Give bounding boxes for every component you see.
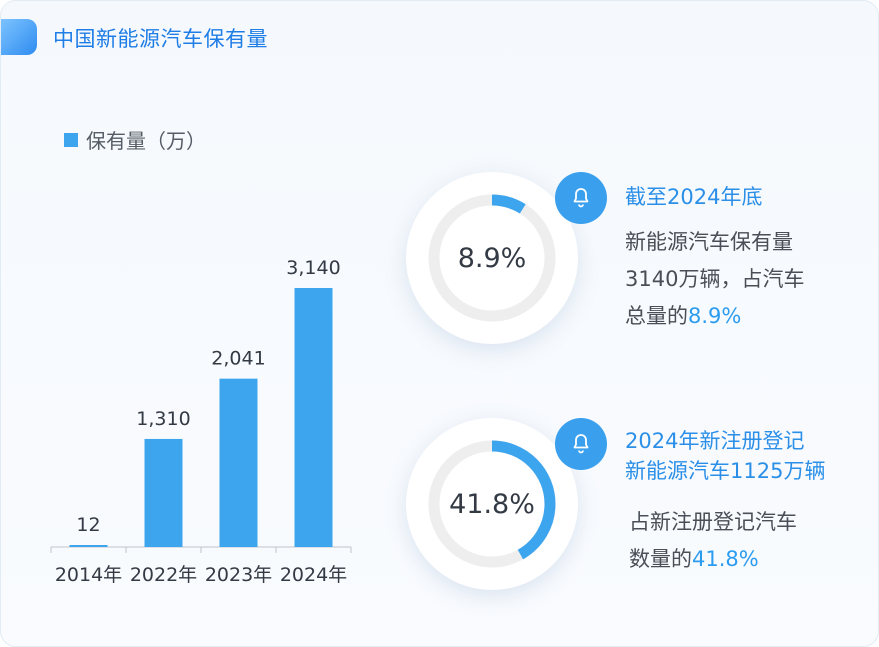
bar xyxy=(294,288,333,547)
stat-1-highlight: 8.9% xyxy=(688,304,742,328)
bar-value-label: 3,140 xyxy=(286,257,340,279)
stat-2-body-line1: 占新注册登记汽车 xyxy=(629,510,797,534)
x-tick-label: 2023年 xyxy=(205,564,272,586)
x-tick-label: 2024年 xyxy=(280,564,347,586)
stat-1-heading: 截至2024年底 xyxy=(625,182,762,212)
bell-glyph xyxy=(573,188,589,208)
ring-svg-2 xyxy=(428,440,556,568)
stat-2-heading-line2: 新能源汽车1125万辆 xyxy=(625,459,826,483)
x-tick-label: 2014年 xyxy=(55,564,122,586)
bar xyxy=(219,378,258,547)
stat-1-body-line1: 新能源汽车保有量 xyxy=(625,230,793,254)
bar-value-label: 2,041 xyxy=(211,348,265,370)
bar xyxy=(69,545,108,547)
bell-icon xyxy=(555,172,607,224)
stat-1-heading-line: 截至2024年底 xyxy=(625,185,763,209)
ring-value-2: 41.8% xyxy=(449,488,535,520)
page-title: 中国新能源汽车保有量 xyxy=(53,27,268,51)
chart-legend: 保有量（万） xyxy=(64,125,206,154)
bar xyxy=(144,438,183,547)
stat-1-body-line2: 3140万辆，占汽车 xyxy=(625,267,805,291)
ring-value-1: 8.9% xyxy=(457,242,527,274)
ring-chart-2: 41.8% xyxy=(406,418,578,590)
stat-2-body-line2-text: 数量的 xyxy=(629,547,692,571)
stat-2-heading: 2024年新注册登记 新能源汽车1125万辆 xyxy=(625,426,825,486)
ring-progress-1 xyxy=(428,194,556,322)
stat-1-body-line3-text: 总量的 xyxy=(625,304,688,328)
stat-1-body-line3: 总量的8.9% xyxy=(625,298,804,335)
bell-icon xyxy=(555,418,607,470)
stat-1-body: 新能源汽车保有量 3140万辆，占汽车 总量的8.9% xyxy=(625,224,804,335)
stat-2-heading-line1: 2024年新注册登记 xyxy=(625,429,805,453)
legend-swatch xyxy=(64,132,78,147)
bar-value-label: 1,310 xyxy=(136,408,190,430)
bell-glyph xyxy=(573,434,589,454)
ring-chart-1: 8.9% xyxy=(406,172,578,344)
x-tick-label: 2022年 xyxy=(130,564,197,586)
ring-svg-1 xyxy=(428,194,556,322)
stat-2-body: 占新注册登记汽车 数量的41.8% xyxy=(629,504,797,578)
legend-label: 保有量（万） xyxy=(86,129,206,153)
ring-progress-2 xyxy=(428,440,556,568)
stat-2-highlight: 41.8% xyxy=(692,547,759,571)
title-accent-bar xyxy=(1,19,37,55)
stat-2-body-line2: 数量的41.8% xyxy=(629,541,797,578)
bar-chart: 12 2014年 1,310 2022年 2,041 2023年 3,140 2024年 xyxy=(50,257,352,586)
bar-value-label: 12 xyxy=(76,514,100,536)
